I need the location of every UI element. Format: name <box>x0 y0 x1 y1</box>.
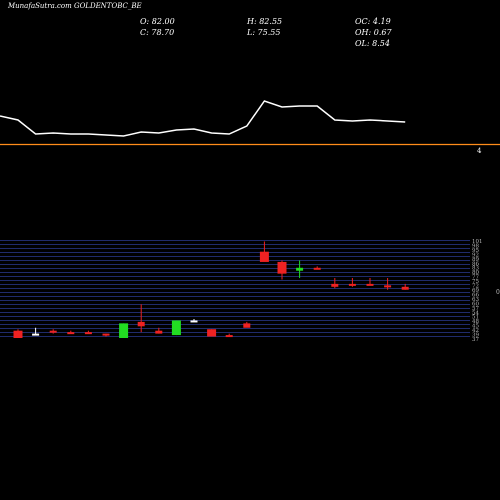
close-value: C: 78.70 <box>140 28 175 37</box>
candle-body <box>32 333 40 336</box>
candle-body <box>155 330 163 334</box>
axis-tick-label: 60 <box>472 301 479 307</box>
candle-body <box>67 332 75 335</box>
candle-body <box>296 267 304 271</box>
candle-body <box>102 333 110 336</box>
axis-tick-label: 95 <box>472 248 479 254</box>
axis-tick-label: 63 <box>472 297 479 303</box>
oh-value: OH: 0.67 <box>355 28 392 37</box>
chart-title: MunafaSutra.com GOLDENTOBC_BE <box>8 2 142 10</box>
candle-body <box>225 335 233 338</box>
indicator-side-label: 4 <box>477 147 482 155</box>
axis-tick-label: 72 <box>472 284 479 290</box>
candle-side-label: 0 <box>496 289 500 296</box>
axis-tick-label: 39 <box>472 333 479 339</box>
axis-tick-label: 86 <box>472 261 479 267</box>
open-value: O: 82.00 <box>140 17 175 26</box>
candle-body <box>277 261 287 274</box>
axis-tick-label: 54 <box>472 310 479 316</box>
axis-tick-label: 77 <box>472 275 479 281</box>
axis-tick-label: 89 <box>472 257 479 263</box>
oc-value: OC: 4.19 <box>355 17 391 26</box>
indicator-line <box>0 100 406 137</box>
axis-tick-label: 66 <box>472 292 479 298</box>
candle-body <box>313 267 321 270</box>
candle-body <box>331 283 339 287</box>
candle-body <box>207 329 217 337</box>
candle-body <box>243 323 251 328</box>
candle-body <box>49 330 57 333</box>
axis-tick-label: 98 <box>472 243 479 249</box>
candle-body <box>348 283 356 286</box>
candle-body <box>259 251 269 262</box>
candle-body <box>137 321 145 327</box>
high-value: H: 82.55 <box>247 17 283 26</box>
axis-tick-label: 80 <box>472 270 479 276</box>
axis-tick-label: 92 <box>472 252 479 258</box>
low-value: L: 75.55 <box>247 28 281 37</box>
axis-tick-label: 45 <box>472 324 479 330</box>
candle-body <box>171 320 181 336</box>
axis-tick-label: 48 <box>472 319 479 325</box>
axis-tick-label: 75 <box>472 279 479 285</box>
axis-tick-label: 69 <box>472 288 479 294</box>
candle-body <box>84 332 92 335</box>
axis-tick-label: 42 <box>472 328 479 334</box>
candle-body <box>119 323 129 338</box>
candle-body <box>366 283 374 286</box>
axis-tick-label: 57 <box>472 306 479 312</box>
axis-tick-label: 37 <box>472 337 479 343</box>
candle-body <box>401 286 409 290</box>
candle-body <box>190 320 198 323</box>
axis-tick-label: 101 <box>472 239 483 245</box>
ol-value: OL: 8.54 <box>355 39 390 48</box>
axis-tick-label: 51 <box>472 315 479 321</box>
axis-tick-label: 83 <box>472 266 479 272</box>
candle-body <box>13 330 23 338</box>
candle-body <box>384 285 392 288</box>
